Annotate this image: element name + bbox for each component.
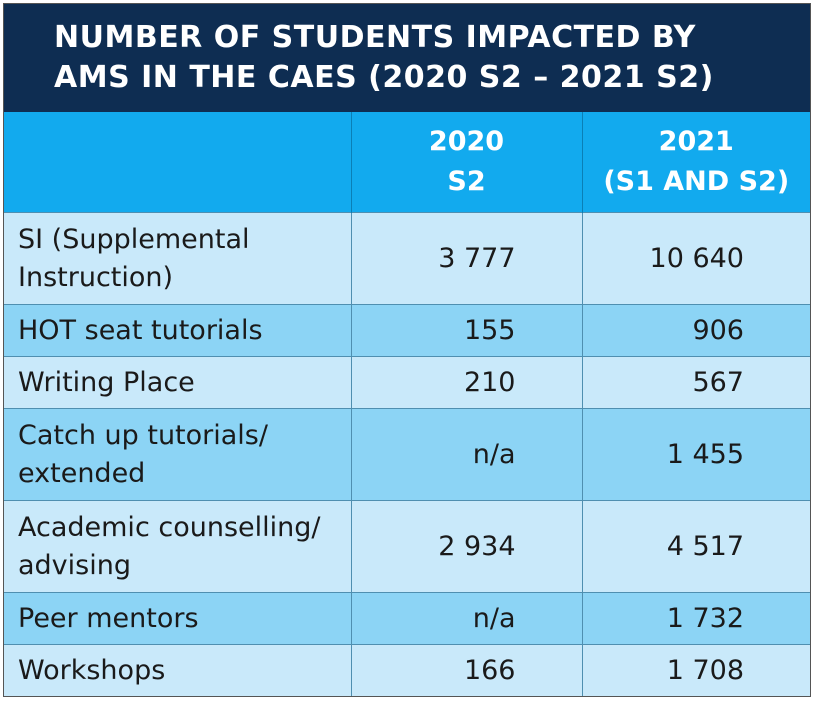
table-card: NUMBER OF STUDENTS IMPACTED BY AMS IN TH… [3,3,811,697]
title-line-2: AMS IN THE CAES (2020 S2 – 2021 S2) [54,60,714,95]
cell-2020: 155 [350,304,582,357]
row-label: Writing Place [4,356,351,409]
row-label: Catch up tutorials/ extended [4,408,351,501]
table-row: Writing Place 210 567 [4,356,810,409]
header-cell-2020: 2020 S2 [350,112,582,213]
table-title: NUMBER OF STUDENTS IMPACTED BY AMS IN TH… [4,4,810,112]
row-label: Peer mentors [4,592,351,645]
header-cell-label [4,112,351,213]
table-row: Academic counselling/ advising 2 934 4 5… [4,500,810,593]
cell-2020: 2 934 [350,500,582,593]
row-label-line: HOT seat tutorials [18,314,263,346]
table-row: Catch up tutorials/ extended n/a 1 455 [4,408,810,501]
row-label-line: Catch up tutorials/ [18,419,268,451]
header-2021-line1: 2021 [658,126,734,157]
cell-2020: 166 [350,644,582,696]
header-2021-line2: (S1 AND S2) [603,166,790,197]
students-table: 2020 S2 2021 (S1 AND S2) SI (Supplementa… [4,112,810,696]
row-label-line: Workshops [18,654,166,686]
row-label-line: SI (Supplemental [18,223,250,255]
row-label: Academic counselling/ advising [4,500,351,593]
row-label: Workshops [4,644,351,696]
cell-2020: 3 777 [350,212,582,305]
row-label-line: Instruction) [18,261,174,293]
header-row: 2020 S2 2021 (S1 AND S2) [4,112,810,213]
row-label-line: extended [18,457,146,489]
table-row: HOT seat tutorials 155 906 [4,304,810,357]
header-2020-line1: 2020 [428,126,505,157]
table-row: SI (Supplemental Instruction) 3 777 10 6… [4,212,810,305]
cell-2021: 1 455 [581,408,810,501]
cell-2021: 10 640 [581,212,810,305]
row-label-line: Peer mentors [18,602,199,634]
cell-2020: 210 [350,356,582,409]
row-label-line: advising [18,549,131,581]
row-label: SI (Supplemental Instruction) [4,212,351,305]
row-label-line: Academic counselling/ [18,511,321,543]
cell-2021: 1 732 [581,592,810,645]
cell-2021: 906 [581,304,810,357]
cell-2021: 4 517 [581,500,810,593]
header-cell-2021: 2021 (S1 AND S2) [581,112,810,213]
cell-2021: 1 708 [581,644,810,696]
cell-2020: n/a [350,408,582,501]
row-label-line: Writing Place [18,366,195,398]
table-row: Workshops 166 1 708 [4,644,810,696]
table-row: Peer mentors n/a 1 732 [4,592,810,645]
row-label: HOT seat tutorials [4,304,351,357]
cell-2021: 567 [581,356,810,409]
title-line-1: NUMBER OF STUDENTS IMPACTED BY [54,20,696,55]
header-2020-line2: S2 [447,166,486,197]
cell-2020: n/a [350,592,582,645]
